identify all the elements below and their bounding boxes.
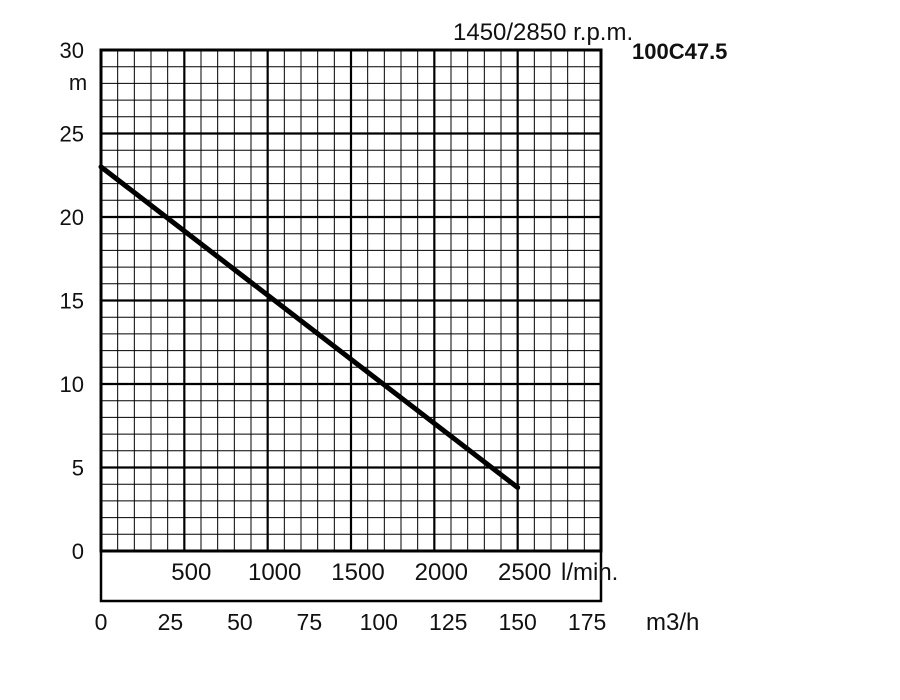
y-tick-label: 30 xyxy=(60,38,84,63)
x-tick-label-lmin: 500 xyxy=(171,559,211,586)
x-tick-label-lmin: 2500 xyxy=(498,559,551,586)
chart-title: 1450/2850 r.p.m. xyxy=(453,19,633,46)
x-tick-label-m3h: 175 xyxy=(568,609,606,635)
y-axis-ticks: 0 5 10 15 20 25 30 xyxy=(60,38,84,564)
x-axis-ticks-m3h: 0 25 50 75 100 125 150 175 xyxy=(95,609,607,635)
y-tick-label: 25 xyxy=(60,122,84,147)
x-tick-label-lmin: 1500 xyxy=(331,559,384,586)
x-tick-label-m3h: 150 xyxy=(498,609,536,635)
y-tick-label: 20 xyxy=(60,205,84,230)
model-label: 100C47.5 xyxy=(632,39,727,64)
y-tick-label: 5 xyxy=(72,456,84,481)
y-tick-label: 0 xyxy=(72,539,84,564)
x-tick-label-m3h: 125 xyxy=(429,609,467,635)
x-axis-label-lmin: l/min. xyxy=(561,559,618,586)
major-grid xyxy=(101,50,601,551)
y-tick-label: 15 xyxy=(60,289,84,314)
series-layer xyxy=(98,164,521,491)
x-tick-label-lmin: 1000 xyxy=(248,559,301,586)
x-axis-label-m3h: m3/h xyxy=(646,609,699,636)
flow-scale-frame xyxy=(99,549,603,603)
x-tick-label-m3h: 25 xyxy=(158,609,184,635)
x-tick-label-m3h: 0 xyxy=(95,609,108,635)
x-tick-label-lmin: 2000 xyxy=(415,559,468,586)
x-tick-label-m3h: 50 xyxy=(227,609,253,635)
y-axis-label: m xyxy=(69,70,87,95)
x-axis-ticks-lmin: 500 1000 1500 2000 2500 xyxy=(171,559,551,586)
x-tick-label-m3h: 100 xyxy=(360,609,398,635)
y-tick-label: 10 xyxy=(60,372,84,397)
head-flow-curve xyxy=(98,164,521,491)
x-tick-label-m3h: 75 xyxy=(297,609,323,635)
